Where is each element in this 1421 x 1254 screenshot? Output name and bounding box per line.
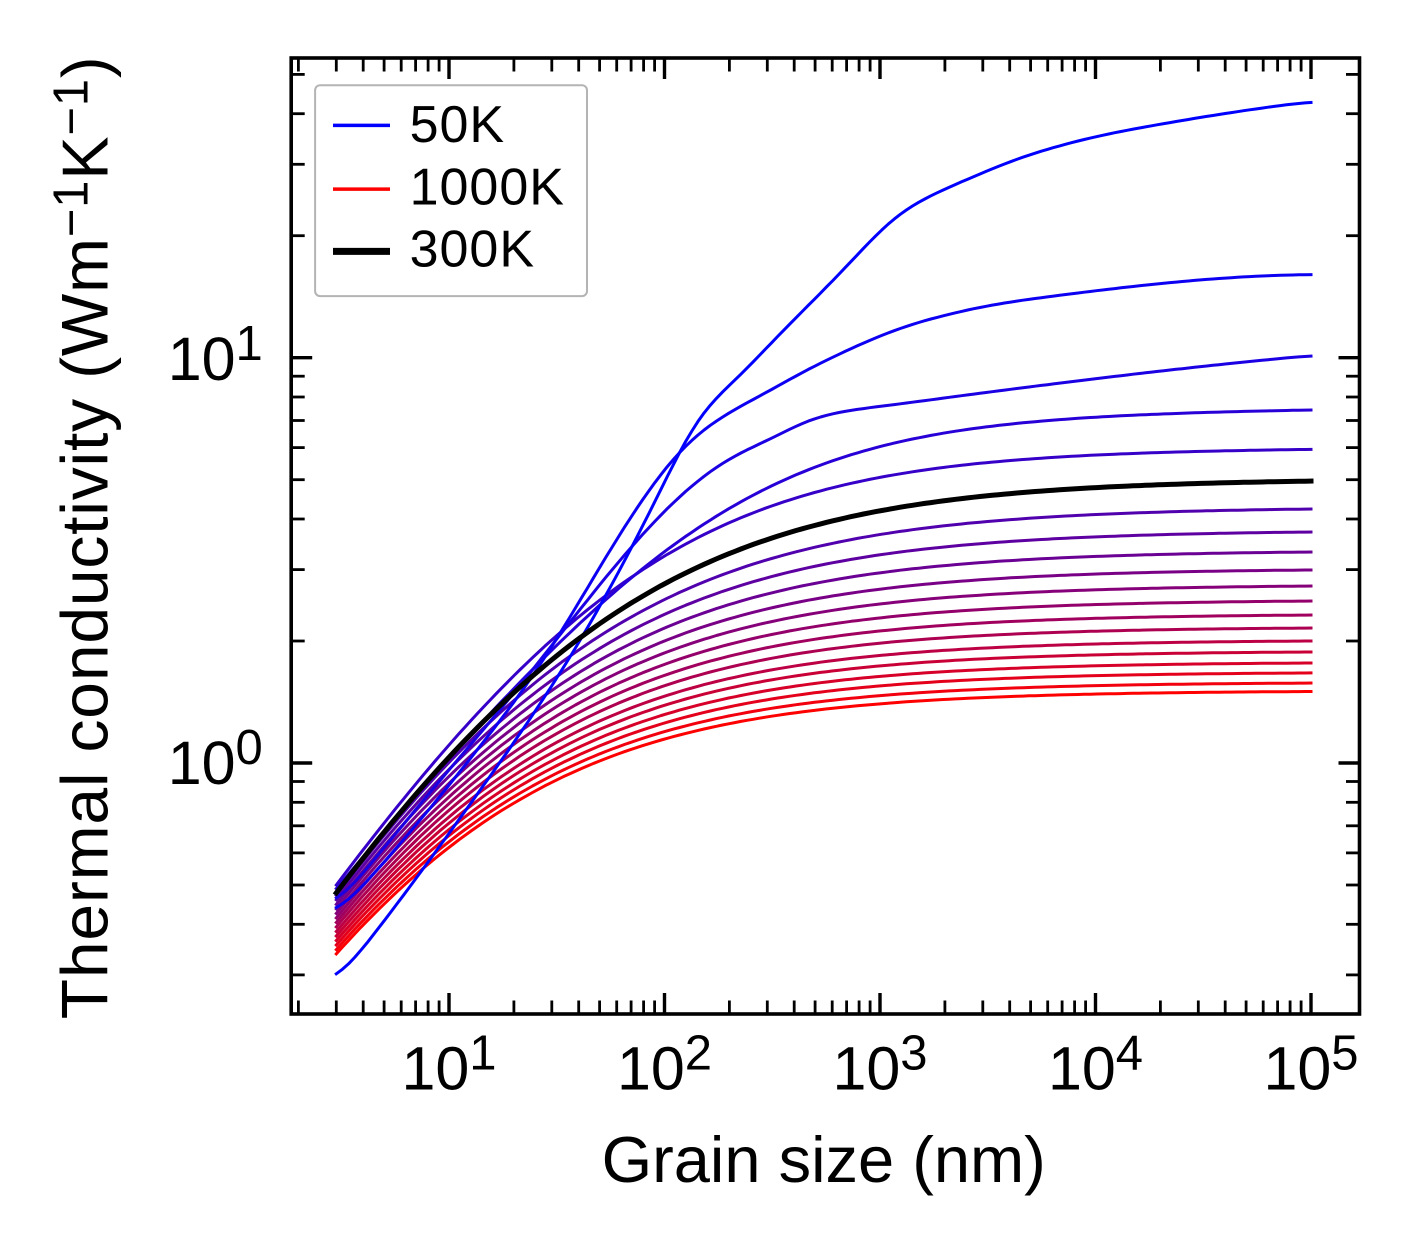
svg-text:1000K: 1000K	[410, 158, 565, 216]
svg-text:Grain size (nm): Grain size (nm)	[602, 1123, 1046, 1196]
svg-text:300K: 300K	[410, 221, 535, 279]
svg-text:104: 104	[1048, 1027, 1143, 1103]
svg-text:50K: 50K	[410, 96, 506, 154]
